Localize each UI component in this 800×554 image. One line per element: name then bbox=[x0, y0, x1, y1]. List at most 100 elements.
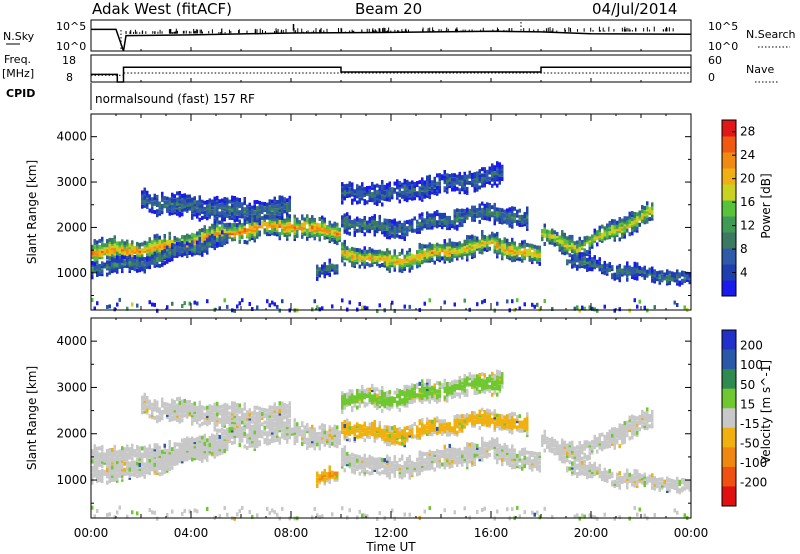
heatmap-cell bbox=[333, 225, 336, 230]
heatmap-cell bbox=[188, 234, 191, 239]
heatmap-cell bbox=[401, 263, 404, 267]
heatmap-cell bbox=[363, 258, 366, 263]
heatmap-cell bbox=[208, 214, 211, 219]
heatmap-cell bbox=[331, 223, 334, 228]
heatmap-cell bbox=[141, 468, 144, 473]
heatmap-cell bbox=[126, 264, 129, 269]
heatmap-cell bbox=[323, 262, 326, 267]
heatmap-cell bbox=[481, 177, 484, 182]
heatmap-cell bbox=[453, 217, 456, 222]
heatmap-cell bbox=[508, 223, 511, 228]
heatmap-cell bbox=[143, 449, 146, 454]
heatmap-cell bbox=[486, 235, 489, 240]
heatmap-cell bbox=[328, 258, 331, 263]
heatmap-cell bbox=[206, 455, 209, 460]
heatmap-cell bbox=[148, 300, 151, 305]
heatmap-cell bbox=[93, 469, 96, 474]
heatmap-cell bbox=[131, 447, 134, 452]
heatmap-cell bbox=[133, 464, 136, 469]
heatmap-cell bbox=[151, 250, 154, 255]
heatmap-cell bbox=[268, 205, 271, 210]
heatmap-cell bbox=[366, 192, 369, 197]
heatmap-cell bbox=[493, 233, 496, 238]
heatmap-cell bbox=[463, 247, 466, 252]
heatmap-cell bbox=[281, 218, 284, 223]
heatmap-cell bbox=[216, 446, 219, 451]
heatmap-cell bbox=[158, 209, 161, 214]
heatmap-cell bbox=[456, 224, 459, 229]
heatmap-cell bbox=[246, 220, 249, 225]
heatmap-cell bbox=[473, 235, 476, 240]
heatmap-cell bbox=[666, 269, 669, 274]
heatmap-cell bbox=[401, 225, 404, 229]
heatmap-cell bbox=[136, 451, 139, 456]
heatmap-cell bbox=[126, 471, 129, 476]
heatmap-cell bbox=[643, 305, 646, 310]
heatmap-cell bbox=[153, 458, 156, 463]
heatmap-cell bbox=[478, 169, 481, 174]
heatmap-cell bbox=[458, 241, 461, 246]
heatmap-cell bbox=[151, 465, 154, 470]
heatmap-cell bbox=[233, 405, 236, 410]
heatmap-cell bbox=[428, 217, 431, 222]
heatmap-cell bbox=[536, 257, 539, 262]
heatmap-cell bbox=[161, 453, 164, 458]
heatmap-cell bbox=[176, 251, 179, 256]
heatmap-cell bbox=[401, 182, 404, 187]
heatmap-cell bbox=[178, 457, 181, 462]
heatmap-cell bbox=[271, 205, 274, 210]
heatmap-cell bbox=[286, 210, 289, 215]
heatmap-cell bbox=[108, 254, 111, 259]
heatmap-cell bbox=[516, 213, 519, 218]
heatmap-cell bbox=[148, 458, 151, 463]
heatmap-cell bbox=[601, 238, 604, 243]
heatmap-cell bbox=[338, 235, 341, 240]
heatmap-cell bbox=[183, 398, 186, 403]
heatmap-cell bbox=[341, 244, 344, 249]
heatmap-cell bbox=[276, 204, 279, 209]
heatmap-cell bbox=[231, 415, 234, 420]
heatmap-cell bbox=[213, 246, 216, 251]
heatmap-cell bbox=[206, 451, 209, 456]
heatmap-cell bbox=[343, 184, 346, 189]
heatmap-cell bbox=[473, 254, 476, 259]
heatmap-cell bbox=[178, 455, 181, 459]
heatmap-cell bbox=[113, 262, 116, 267]
heatmap-cell bbox=[526, 210, 529, 215]
heatmap-cell bbox=[293, 222, 296, 227]
heatmap-cell bbox=[206, 411, 209, 416]
heatmap-cell bbox=[156, 400, 159, 405]
heatmap-cell bbox=[198, 452, 201, 457]
heatmap-cell bbox=[148, 251, 151, 256]
heatmap-cell bbox=[451, 179, 454, 184]
heatmap-cell bbox=[188, 194, 191, 199]
heatmap-cell bbox=[621, 228, 624, 233]
heatmap-cell bbox=[361, 251, 364, 256]
heatmap-cell bbox=[96, 461, 99, 466]
heatmap-cell bbox=[201, 415, 204, 420]
heatmap-cell bbox=[133, 473, 136, 477]
heatmap-cell bbox=[243, 227, 246, 232]
heatmap-cell bbox=[478, 171, 481, 176]
heatmap-cell bbox=[221, 408, 224, 413]
heatmap-cell bbox=[223, 431, 226, 436]
heatmap-cell bbox=[173, 208, 176, 213]
heatmap-cell bbox=[488, 180, 491, 185]
heatmap-cell bbox=[111, 456, 114, 461]
heatmap-cell bbox=[623, 267, 626, 272]
heatmap-cell bbox=[361, 194, 364, 199]
heatmap-cell bbox=[538, 253, 541, 258]
heatmap-cell bbox=[156, 419, 159, 424]
heatmap-cell bbox=[333, 231, 336, 236]
heatmap-cell bbox=[198, 415, 201, 420]
heatmap-cell bbox=[198, 217, 201, 222]
heatmap-cell bbox=[128, 243, 131, 248]
heatmap-cell bbox=[256, 208, 259, 213]
heatmap-cell bbox=[161, 204, 164, 208]
heatmap-cell bbox=[216, 241, 219, 246]
heatmap-cell bbox=[471, 255, 474, 259]
heatmap-cell bbox=[413, 181, 416, 186]
heatmap-cell bbox=[346, 216, 349, 221]
heatmap-cell bbox=[421, 193, 424, 198]
heatmap-cell bbox=[193, 454, 196, 459]
